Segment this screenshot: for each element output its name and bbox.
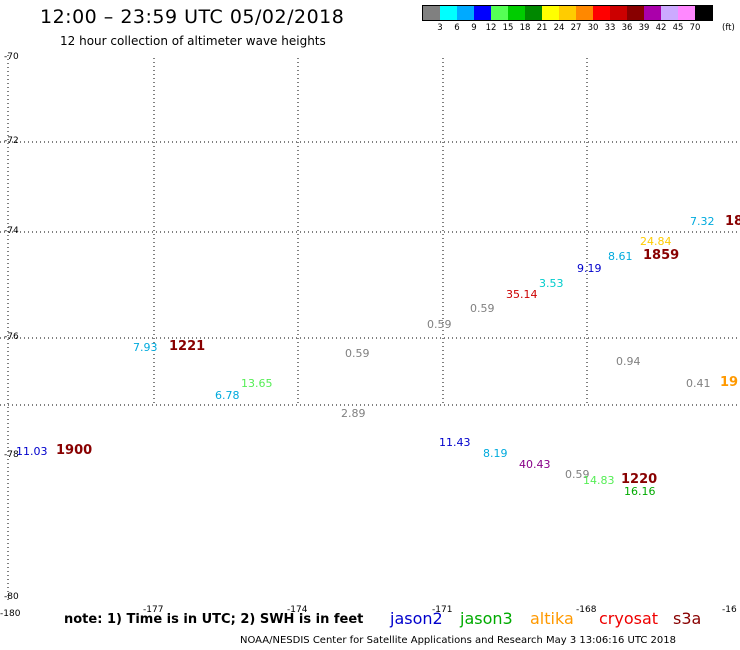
map-subtitle: 12 hour collection of altimeter wave hei…	[60, 34, 326, 48]
legend-swatch	[457, 6, 474, 20]
wave-height-value: 0.59	[427, 318, 452, 331]
wave-height-value: 16.16	[624, 485, 656, 498]
legend-labels: 3 6 9 12 15 18 21 24 27 30 33 36 39 42 45 70	[422, 23, 713, 35]
lat-label: -80	[4, 592, 19, 602]
wave-height-value: 7.32	[690, 215, 715, 228]
legend-swatch	[661, 6, 678, 20]
legend-swatch	[491, 6, 508, 20]
satellite-label: altika	[530, 609, 574, 628]
wave-height-value: 0.59	[565, 468, 590, 481]
wave-height-value: 9.19	[577, 262, 602, 275]
wave-height-value: 24.84	[640, 235, 672, 248]
legend-label: 18	[519, 23, 531, 33]
legend-swatch	[627, 6, 644, 20]
satellite-label: s3a	[673, 609, 702, 628]
legend-swatch	[525, 6, 542, 20]
map-title: 12:00 – 23:59 UTC 05/02/2018	[40, 6, 345, 28]
wave-height-value: 7.93	[133, 341, 158, 354]
pass-time-label: 1220	[621, 472, 658, 487]
legend-swatches	[422, 5, 713, 21]
wave-height-value: 0.59	[470, 302, 495, 315]
legend-swatch	[423, 6, 440, 20]
lon-label: -171	[432, 605, 453, 615]
legend-label: 6	[454, 23, 460, 33]
wave-height-value: 13.65	[241, 377, 273, 390]
legend-label: 24	[553, 23, 565, 33]
legend-label: 33	[604, 23, 616, 33]
wave-height-value: 11.43	[439, 436, 471, 449]
wave-height-value: 3.53	[539, 277, 564, 290]
legend-unit: (ft)	[722, 23, 735, 33]
lon-label: -16	[722, 605, 737, 615]
units-note: note: 1) Time is in UTC; 2) SWH is in fe…	[64, 612, 364, 627]
legend-label: 42	[655, 23, 667, 33]
legend-swatch	[474, 6, 491, 20]
legend-swatch	[440, 6, 457, 20]
satellite-label: jason3	[460, 609, 513, 628]
lon-label: -180	[0, 609, 21, 619]
wave-height-value: 35.14	[506, 288, 538, 301]
legend-label: 27	[570, 23, 582, 33]
legend-swatch	[542, 6, 559, 20]
wave-height-value: 2.89	[341, 407, 366, 420]
lon-label: -174	[287, 605, 308, 615]
wave-height-value: 14.83	[583, 474, 615, 487]
color-legend: 3 6 9 12 15 18 21 24 27 30 33 36 39 42 45 70 (ft)	[422, 5, 735, 35]
legend-label: 39	[638, 23, 650, 33]
wave-height-value: 8.61	[608, 250, 633, 263]
legend-swatch	[644, 6, 661, 20]
legend-swatch	[576, 6, 593, 20]
wave-height-value: 8.19	[483, 447, 508, 460]
legend-label: 36	[621, 23, 633, 33]
pass-time-label: 1900	[56, 443, 93, 458]
wave-height-value: 0.41	[686, 377, 711, 390]
legend-swatch	[678, 6, 695, 20]
satellite-label: jason2	[390, 609, 443, 628]
legend-label: 30	[587, 23, 599, 33]
wave-height-value: 40.43	[519, 458, 551, 471]
pass-time-label: 18	[725, 214, 740, 229]
legend-label: 12	[485, 23, 497, 33]
legend-label: 9	[471, 23, 477, 33]
pass-time-label: 1859	[643, 248, 680, 263]
wave-height-value: 0.94	[616, 355, 641, 368]
wave-height-value: 0.59	[345, 347, 370, 360]
wave-height-value: 6.78	[215, 389, 240, 402]
legend-swatch	[695, 6, 712, 20]
legend-label: 3	[437, 23, 443, 33]
legend-label: 15	[502, 23, 514, 33]
lat-label: -72	[4, 136, 19, 146]
lon-label: -177	[143, 605, 164, 615]
lat-label: -76	[4, 332, 19, 342]
pass-time-label: 19	[720, 375, 739, 390]
lat-label: -74	[4, 226, 19, 236]
lon-label: -168	[576, 605, 597, 615]
legend-swatch	[593, 6, 610, 20]
legend-label: 21	[536, 23, 548, 33]
pass-time-label: 1221	[169, 339, 206, 354]
legend-swatch	[559, 6, 576, 20]
legend-label: 70	[689, 23, 701, 33]
legend-label: 45	[672, 23, 684, 33]
legend-swatch	[610, 6, 627, 20]
credit-line: NOAA/NESDIS Center for Satellite Applica…	[240, 635, 676, 646]
wave-height-value: 11.03	[16, 445, 48, 458]
lat-label: -70	[4, 52, 19, 62]
satellite-label: cryosat	[599, 609, 659, 628]
lat-label: -78	[4, 450, 19, 460]
legend-swatch	[508, 6, 525, 20]
